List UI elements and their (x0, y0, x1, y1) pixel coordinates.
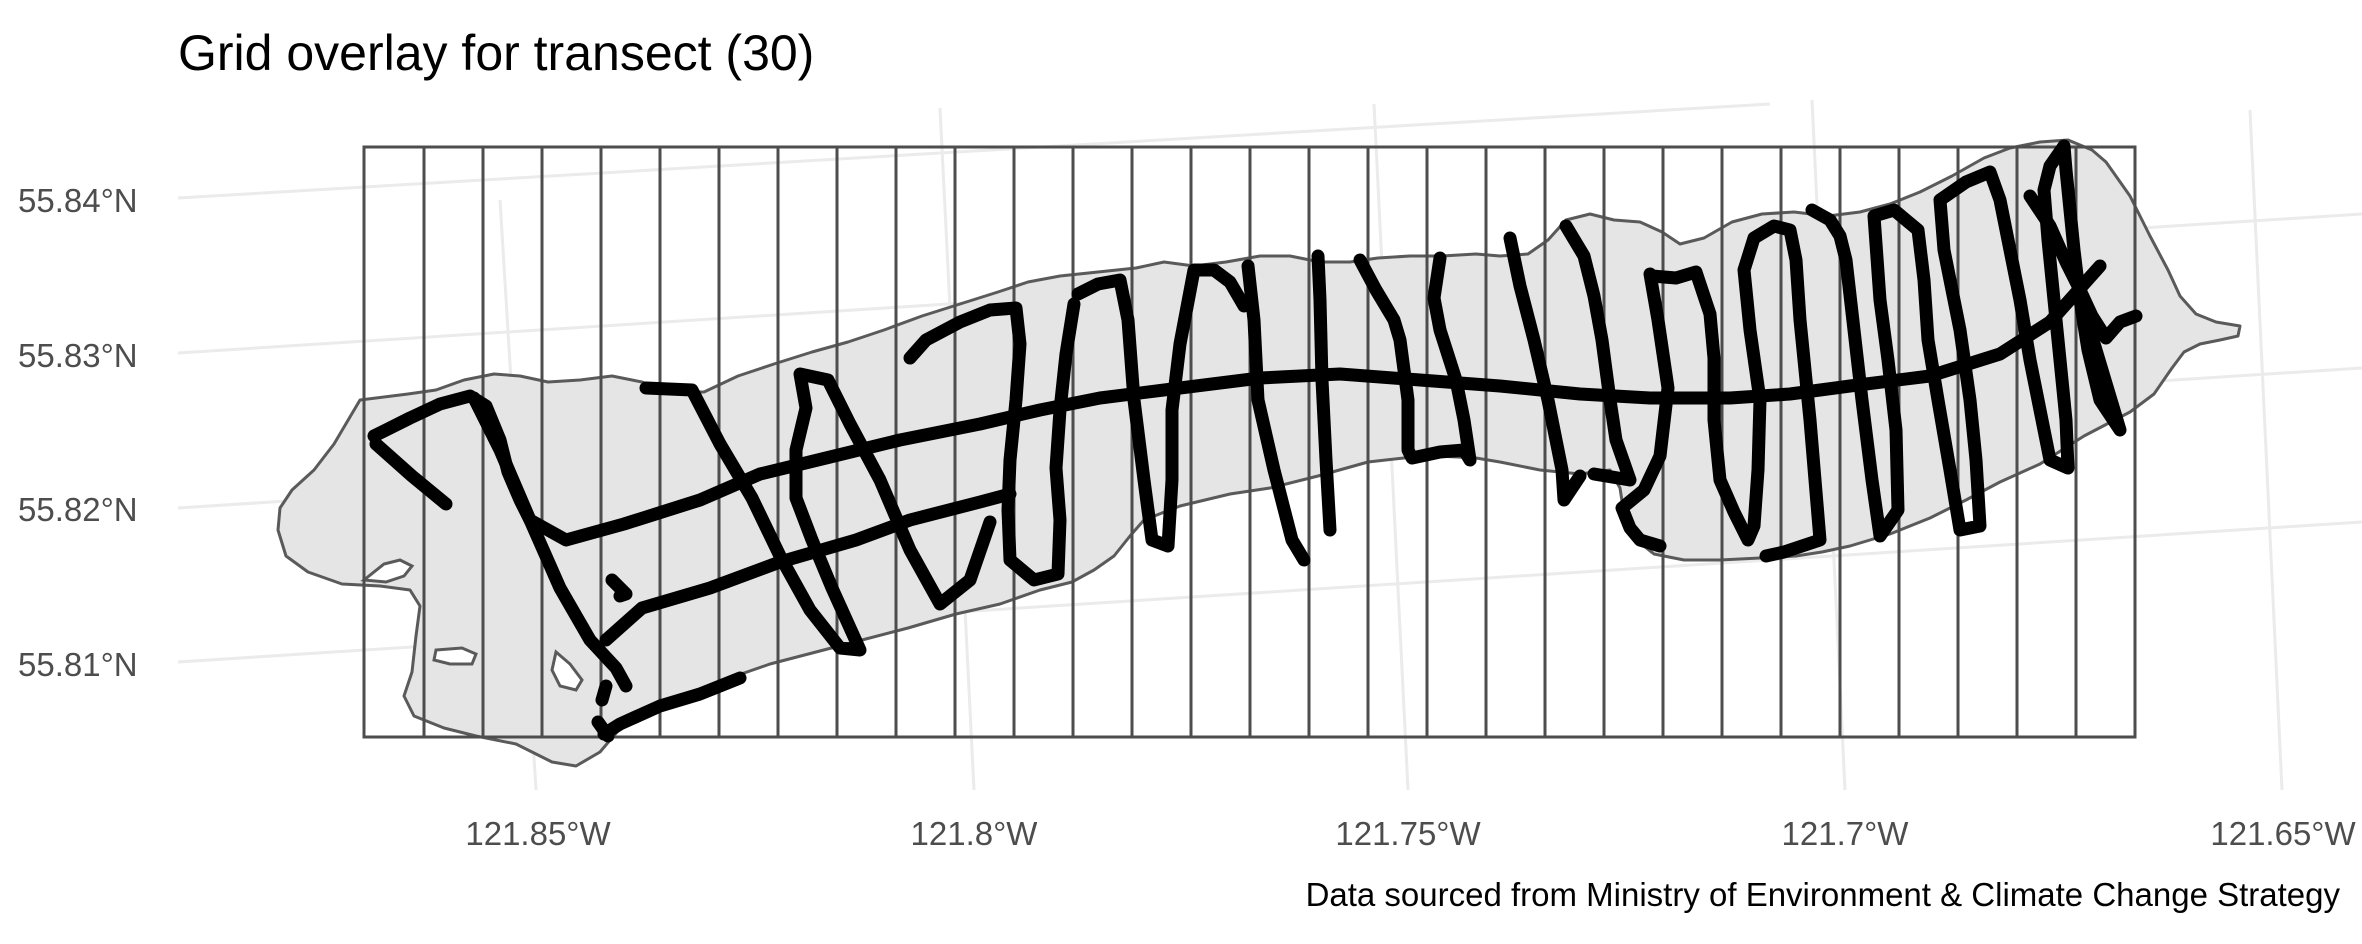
graticule-lon-line (2248, 109, 2284, 791)
transect-line (1353, 251, 1477, 467)
transect-line (1241, 259, 1311, 567)
lat-axis: 55.84°N 55.83°N 55.82°N 55.81°N (18, 182, 138, 683)
map-title: Grid overlay for transect (30) (178, 25, 814, 81)
lat-tick-label: 55.84°N (18, 182, 138, 219)
transect-line (1311, 249, 1337, 537)
map-caption: Data sourced from Ministry of Environmen… (1306, 876, 2341, 913)
lat-tick-label: 55.83°N (18, 337, 138, 374)
transect-line (1559, 219, 1637, 487)
transect-line (1615, 267, 1675, 553)
lat-tick-label: 55.81°N (18, 646, 138, 683)
transect-line (2023, 189, 2143, 345)
transect-line (1805, 139, 2127, 543)
lat-tick-label: 55.82°N (18, 491, 138, 528)
transect-line (1645, 219, 1827, 563)
transect-line (369, 437, 453, 511)
lon-tick-label: 121.8°W (911, 815, 1039, 852)
transect-line (591, 715, 615, 743)
lon-tick-label: 121.7°W (1782, 815, 1910, 852)
lake-island (550, 649, 584, 692)
transect-line (903, 297, 1081, 587)
lake-island (360, 558, 415, 584)
lon-tick-label: 121.65°W (2210, 815, 2356, 852)
transect-line (1503, 231, 1587, 507)
transect-line (605, 573, 633, 603)
transect-line (597, 671, 747, 741)
transect-line (467, 391, 633, 693)
lake-island (432, 646, 478, 666)
lon-tick-label: 121.85°W (465, 815, 611, 852)
graticule-lat-line (177, 102, 1771, 200)
transect-tracks (367, 139, 2143, 743)
lon-axis: 121.85°W 121.8°W 121.75°W 121.7°W 121.65… (465, 815, 2356, 852)
grid-cell (2074, 145, 2137, 739)
transect-line (639, 367, 997, 657)
transect-line (595, 679, 613, 707)
lon-tick-label: 121.75°W (1335, 815, 1481, 852)
transect-line (1071, 263, 1251, 553)
